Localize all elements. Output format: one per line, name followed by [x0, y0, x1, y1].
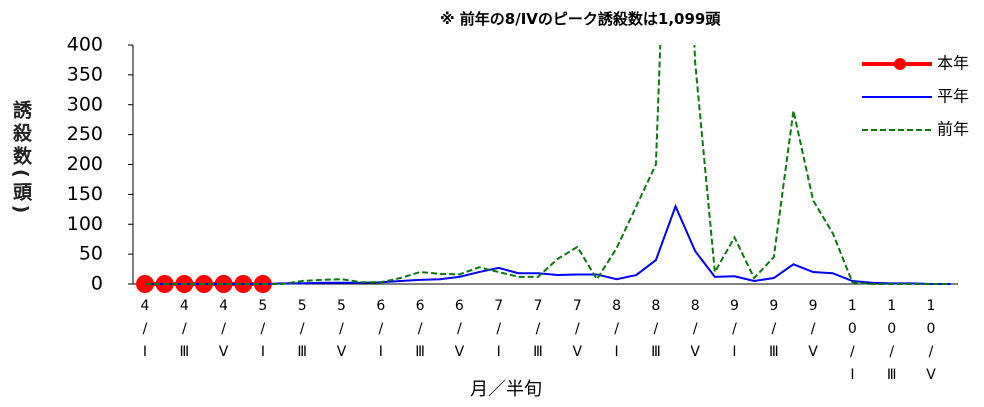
legend-label: 本年 — [937, 54, 969, 73]
x-tick-label: 6/Ⅲ — [412, 298, 429, 367]
series-group — [136, 45, 951, 293]
legend-marker — [894, 58, 906, 70]
series-line — [145, 203, 951, 285]
x-tick-label: 4/Ⅴ — [215, 298, 232, 367]
x-tick-label: 7/Ⅲ — [530, 298, 546, 367]
x-tick-label: 4/Ⅲ — [176, 298, 193, 367]
y-tick-label: 150 — [67, 183, 103, 205]
x-tick-label: 7/Ⅰ — [490, 298, 507, 367]
y-tick-label: 250 — [67, 123, 103, 145]
x-tick-label: 8/Ⅴ — [687, 298, 704, 367]
x-axis-label: 月／半旬 — [470, 379, 542, 400]
series-line — [145, 45, 951, 285]
y-axis-label: 誘殺数(頭) — [10, 100, 32, 218]
x-tick-label: 5/Ⅴ — [333, 298, 350, 367]
x-tick-label: 4/Ⅰ — [137, 298, 153, 367]
x-tick-label: 8/Ⅲ — [647, 298, 664, 367]
x-tick-label: 6/Ⅴ — [451, 298, 468, 367]
x-tick-label: 9/Ⅲ — [765, 298, 782, 367]
y-tick-label: 400 — [67, 34, 103, 56]
x-tick-label: 8/Ⅰ — [608, 298, 625, 367]
x-tick-label: 5/Ⅲ — [294, 298, 311, 367]
x-tick-label: 10/Ⅰ — [844, 298, 861, 390]
y-tick-label: 200 — [67, 153, 103, 175]
x-tick-label: 10/Ⅴ — [923, 298, 939, 390]
x-tick-label: 9/Ⅴ — [805, 298, 822, 367]
x-tick-label: 9/Ⅰ — [726, 298, 743, 367]
x-tick-label: 10/Ⅲ — [883, 298, 900, 390]
legend-label: 平年 — [937, 87, 969, 106]
y-tick-label: 0 — [91, 273, 103, 295]
y-tick-label: 100 — [67, 213, 103, 235]
y-tick-label: 300 — [67, 93, 103, 115]
x-tick-label: 7/Ⅴ — [569, 298, 586, 367]
annotation: ※ 前年の8/IVのピーク誘殺数は1,099頭 — [440, 10, 721, 28]
y-tick-label: 50 — [79, 243, 103, 265]
y-tick-label: 350 — [67, 63, 103, 85]
x-tick-label: 5/Ⅰ — [254, 298, 271, 367]
x-tick-label: 6/Ⅰ — [372, 298, 389, 367]
legend-label: 前年 — [937, 120, 969, 139]
